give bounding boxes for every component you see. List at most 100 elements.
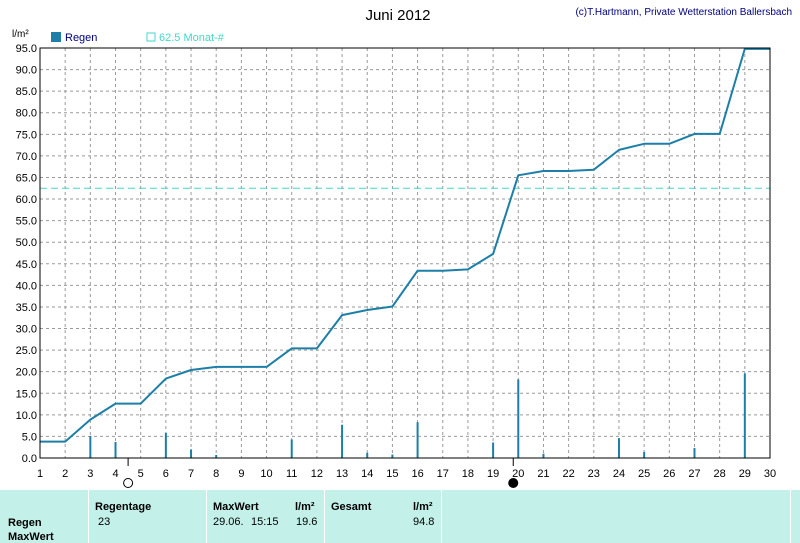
x-tick-label: 22 bbox=[562, 468, 574, 480]
daily-rain-bar bbox=[290, 439, 293, 458]
x-tick-label: 26 bbox=[663, 468, 675, 480]
x-tick-label: 17 bbox=[437, 468, 449, 480]
y-tick-label: 85.0 bbox=[16, 86, 37, 98]
new-moon-marker bbox=[508, 478, 519, 488]
x-tick-label: 5 bbox=[138, 468, 144, 480]
table-divider bbox=[324, 490, 325, 543]
grid-lines bbox=[40, 48, 770, 458]
y-tick-label: 70.0 bbox=[16, 151, 37, 163]
daily-rain-bar bbox=[492, 442, 495, 458]
info-table: Regentage MaxWert l/m² Gesamt l/m² Regen… bbox=[0, 490, 800, 543]
daily-rain-bar bbox=[391, 454, 394, 458]
x-tick-label: 21 bbox=[537, 468, 549, 480]
daily-rain-bar bbox=[164, 432, 167, 458]
daily-rain-bar bbox=[114, 442, 117, 458]
y-tick-label: 95.0 bbox=[16, 43, 37, 55]
y-tick-label: 65.0 bbox=[16, 172, 37, 184]
header-unit-1: l/m² bbox=[295, 501, 315, 513]
x-tick-label: 27 bbox=[688, 468, 700, 480]
x-tick-label: 13 bbox=[336, 468, 348, 480]
plot-area bbox=[40, 48, 770, 458]
y-tick-label: 90.0 bbox=[16, 65, 37, 77]
y-tick-label: 30.0 bbox=[16, 324, 37, 336]
x-tick-label: 2 bbox=[62, 468, 68, 480]
x-tick-label: 20 bbox=[512, 468, 524, 480]
y-tick-label: 75.0 bbox=[16, 129, 37, 141]
legend-regen-swatch bbox=[51, 32, 61, 42]
row-label-maxwert: MaxWert bbox=[8, 531, 54, 543]
table-divider bbox=[206, 490, 207, 543]
y-tick-label: 5.0 bbox=[22, 431, 37, 443]
y-tick-label: 60.0 bbox=[16, 194, 37, 206]
x-tick-label: 16 bbox=[411, 468, 423, 480]
y-tick-label: 10.0 bbox=[16, 410, 37, 422]
y-tick-label: 40.0 bbox=[16, 280, 37, 292]
y-tick-label: 35.0 bbox=[16, 302, 37, 314]
x-tick-label: 9 bbox=[238, 468, 244, 480]
daily-bars bbox=[89, 373, 746, 458]
y-tick-labels: 0.0 5.0 10.0 15.0 20.0 25.0 30.0 35.0 40.0 45.0 50… bbox=[16, 43, 37, 465]
x-tick-label: 24 bbox=[613, 468, 625, 480]
legend-regen-label: Regen bbox=[65, 32, 97, 44]
y-tick-label: 50.0 bbox=[16, 237, 37, 249]
y-tick-label: 20.0 bbox=[16, 367, 37, 379]
x-tick-label: 1 bbox=[37, 468, 43, 480]
maxwert-time: 15:15 bbox=[251, 516, 279, 528]
daily-rain-bar bbox=[517, 379, 520, 458]
header-gesamt: Gesamt bbox=[331, 501, 372, 513]
x-tick-label: 3 bbox=[87, 468, 93, 480]
y-axis-label: l/m² bbox=[12, 29, 29, 40]
legend-reference-label: 62.5 Monat-# bbox=[159, 32, 225, 44]
y-tick-label: 55.0 bbox=[16, 216, 37, 228]
x-tick-label: 19 bbox=[487, 468, 499, 480]
header-unit-2: l/m² bbox=[413, 501, 433, 513]
x-tick-label: 28 bbox=[714, 468, 726, 480]
x-tick-label: 12 bbox=[311, 468, 323, 480]
x-tick-label: 15 bbox=[386, 468, 398, 480]
regentage-value: 23 bbox=[98, 516, 111, 528]
x-tick-label: 7 bbox=[188, 468, 194, 480]
header-regentage: Regentage bbox=[95, 501, 152, 513]
x-tick-label: 8 bbox=[213, 468, 219, 480]
y-tick-label: 25.0 bbox=[16, 345, 37, 357]
daily-rain-bar bbox=[366, 452, 369, 458]
x-tick-label: 29 bbox=[739, 468, 751, 480]
table-divider bbox=[441, 490, 442, 543]
daily-rain-bar bbox=[542, 453, 545, 458]
moon-phase-markers bbox=[123, 458, 519, 488]
daily-rain-bar bbox=[743, 373, 746, 458]
daily-rain-bar bbox=[215, 454, 218, 458]
y-tick-label: 80.0 bbox=[16, 108, 37, 120]
row-label-regen: Regen bbox=[8, 517, 42, 529]
y-tick-label: 0.0 bbox=[22, 453, 37, 465]
plot-frame bbox=[39, 47, 771, 459]
x-tick-labels: 1 2 3 4 5 6 7 8 9 10 11 12 13 14 15 16 17 18 19 20 21 22 23 24 2… bbox=[37, 468, 776, 480]
daily-rain-bar bbox=[190, 449, 193, 458]
daily-rain-bar bbox=[693, 448, 696, 458]
rain-chart: Juni 2012 (c)T.Hartmann, Private Wetters… bbox=[12, 7, 792, 488]
x-tick-label: 14 bbox=[361, 468, 373, 480]
cumulative-line-group bbox=[40, 47, 770, 443]
x-tick-label: 23 bbox=[588, 468, 600, 480]
x-tick-label: 10 bbox=[260, 468, 272, 480]
full-moon-marker bbox=[123, 478, 134, 488]
x-tick-label: 18 bbox=[462, 468, 474, 480]
maxwert-value: 19.6 bbox=[296, 516, 318, 528]
y-tick-label: 15.0 bbox=[16, 388, 37, 400]
daily-rain-bar bbox=[416, 422, 419, 458]
gesamt-value: 94.8 bbox=[413, 516, 435, 528]
daily-rain-bar bbox=[341, 424, 344, 458]
table-divider bbox=[790, 490, 791, 543]
daily-rain-bar bbox=[89, 435, 92, 458]
cumulative-rain-line bbox=[40, 47, 770, 443]
x-tick-label: 4 bbox=[112, 468, 118, 480]
maxwert-date: 29.06. bbox=[213, 516, 244, 528]
y-tick-label: 45.0 bbox=[16, 259, 37, 271]
x-tick-label: 6 bbox=[163, 468, 169, 480]
x-tick-label: 25 bbox=[638, 468, 650, 480]
x-tick-label: 11 bbox=[286, 468, 297, 480]
daily-rain-bar bbox=[643, 451, 646, 458]
header-maxwert: MaxWert bbox=[213, 501, 259, 513]
legend-reference-swatch bbox=[146, 32, 156, 42]
x-tick-label: 30 bbox=[764, 468, 776, 480]
